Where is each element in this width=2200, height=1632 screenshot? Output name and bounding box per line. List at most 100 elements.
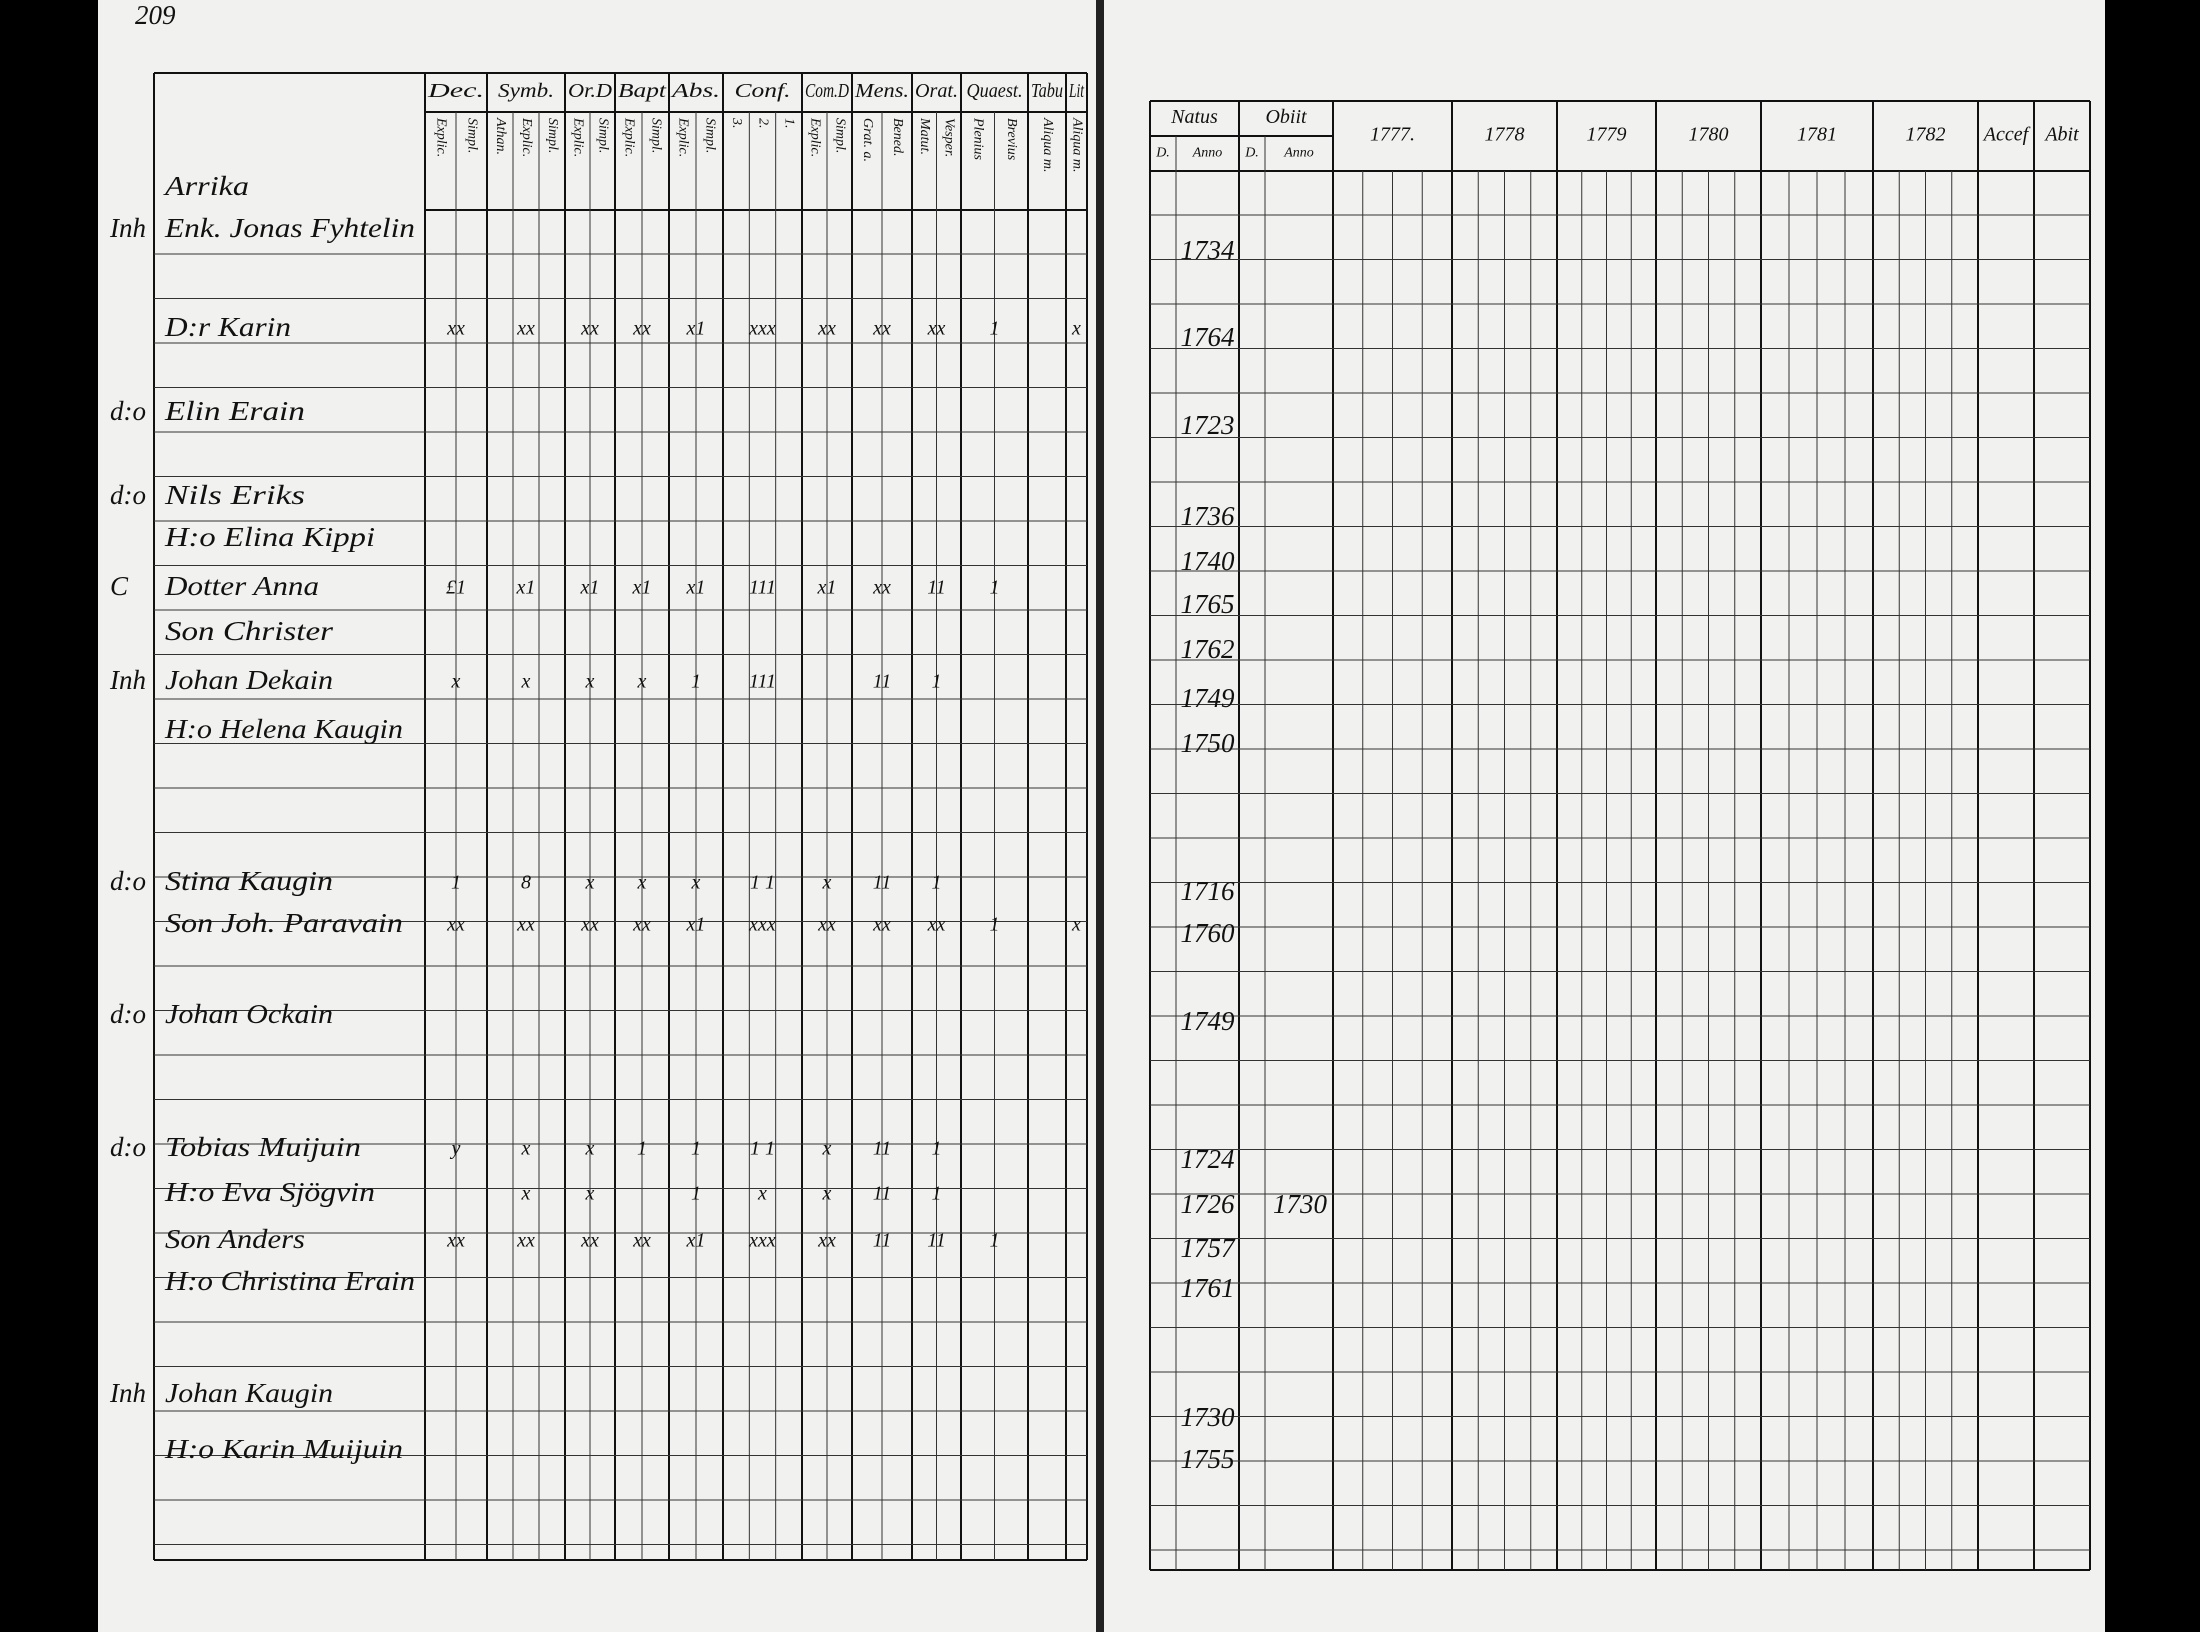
exam-mark: 1 xyxy=(691,1183,701,1205)
column-subtitle: 1. xyxy=(782,118,797,129)
column-title: 1780 xyxy=(1689,124,1729,146)
exam-mark: xxx xyxy=(748,318,776,340)
column-title: Tabu xyxy=(1031,80,1063,102)
column-title: Conf. xyxy=(735,80,791,102)
column-subtitle: 3. xyxy=(729,117,744,129)
column-subtitle: Simpl. xyxy=(832,118,847,153)
exam-mark: x xyxy=(637,872,647,894)
exam-mark: xx xyxy=(817,318,836,340)
exam-mark: x xyxy=(585,1183,595,1205)
gutter xyxy=(1096,0,1104,1632)
person-name: Arrika xyxy=(163,171,249,201)
column-title: Com.D xyxy=(805,80,849,102)
column-subtitle: Bened. xyxy=(890,118,905,156)
column-subtitle: Vesper. xyxy=(942,118,957,157)
exam-mark: x xyxy=(585,1138,595,1160)
row-prefix: C xyxy=(110,571,129,601)
row-prefix: Inh xyxy=(109,1378,146,1408)
column-subtitle: Brevius xyxy=(1004,118,1019,161)
birth-year: 1761 xyxy=(1181,1273,1235,1303)
column-subtitle: Simpl. xyxy=(648,118,663,153)
column-title: Dec. xyxy=(426,80,484,102)
birth-year: 1726 xyxy=(1181,1189,1236,1219)
column-subtitle: Grat. a. xyxy=(860,118,875,162)
person-name: Enk. Jonas Fyhtelin xyxy=(164,213,415,243)
person-name: H:o Eva Sjögvin xyxy=(164,1177,375,1207)
person-name: Son Anders xyxy=(165,1224,305,1254)
exam-mark: y xyxy=(450,1138,461,1160)
birth-year: 1755 xyxy=(1181,1444,1235,1474)
exam-mark: xxx xyxy=(748,1230,776,1252)
exam-mark: x xyxy=(822,1138,832,1160)
exam-mark: 1 xyxy=(691,1138,701,1160)
row-prefix: d:o xyxy=(110,396,146,426)
exam-mark: 1 xyxy=(451,872,461,894)
exam-mark: x xyxy=(822,872,832,894)
exam-mark: xx xyxy=(817,914,836,936)
column-title: Quaest. xyxy=(967,80,1023,102)
exam-mark: xx xyxy=(927,318,946,340)
exam-mark: 111 xyxy=(749,577,776,599)
row-prefix: d:o xyxy=(110,866,146,896)
exam-mark: 11 xyxy=(873,1183,892,1205)
exam-mark: x1 xyxy=(686,1230,706,1252)
birth-year: 1750 xyxy=(1181,728,1236,758)
exam-mark: xx xyxy=(446,318,465,340)
exam-mark: x1 xyxy=(686,577,706,599)
exam-mark: xx xyxy=(516,1230,535,1252)
person-name: H:o Helena Kaugin xyxy=(164,714,403,744)
exam-mark: xx xyxy=(632,1230,651,1252)
person-name: Son Joh. Paravain xyxy=(165,908,403,938)
exam-mark: x xyxy=(521,1183,531,1205)
page-number: 209 xyxy=(135,0,176,30)
birth-year: 1765 xyxy=(1181,589,1235,619)
person-name: H:o Christina Erain xyxy=(164,1266,415,1296)
exam-mark: 1 xyxy=(990,1230,1000,1252)
exam-mark: x1 xyxy=(817,577,837,599)
exam-mark: 1 xyxy=(932,1138,942,1160)
exam-mark: 1 xyxy=(990,914,1000,936)
exam-mark: 111 xyxy=(749,671,776,693)
birth-year: 1740 xyxy=(1181,546,1236,576)
person-name: Nils Eriks xyxy=(164,480,305,510)
column-title: Obiit xyxy=(1265,106,1307,128)
exam-mark: 11 xyxy=(927,577,946,599)
column-subtitle: Explic. xyxy=(621,117,636,157)
birth-year: 1764 xyxy=(1181,322,1235,352)
exam-mark: x xyxy=(521,1138,531,1160)
exam-mark: x xyxy=(585,671,595,693)
exam-mark: 1 xyxy=(637,1138,647,1160)
exam-mark: x xyxy=(637,671,647,693)
column-title: Bapt xyxy=(618,80,667,102)
exam-mark: xx xyxy=(872,914,891,936)
exam-mark: xx xyxy=(927,914,946,936)
column-subtitle: Anno xyxy=(1283,146,1314,161)
person-name: Tobias Muijuin xyxy=(165,1132,361,1162)
exam-mark: 11 xyxy=(873,872,892,894)
exam-mark: x xyxy=(757,1183,767,1205)
birth-year: 1749 xyxy=(1181,1006,1236,1036)
birth-year: 1757 xyxy=(1181,1233,1237,1263)
column-title: Natus xyxy=(1170,106,1218,128)
exam-mark: x xyxy=(1071,318,1081,340)
column-subtitle: Aliqua m. xyxy=(1040,117,1055,172)
birth-year: 1760 xyxy=(1181,918,1236,948)
column-title: 1781 xyxy=(1797,124,1837,146)
person-name: H:o Elina Kippi xyxy=(164,522,375,552)
person-name: Dotter Anna xyxy=(164,571,319,601)
row-prefix: d:o xyxy=(110,480,146,510)
row-prefix: Inh xyxy=(109,665,146,695)
column-subtitle: Explic. xyxy=(570,117,585,157)
exam-mark: xx xyxy=(516,318,535,340)
exam-mark: 1 xyxy=(691,671,701,693)
column-subtitle: D. xyxy=(1155,146,1170,161)
exam-mark: x xyxy=(521,671,531,693)
birth-year: 1724 xyxy=(1181,1144,1235,1174)
birth-year: 1730 xyxy=(1181,1402,1236,1432)
column-subtitle: Simpl. xyxy=(702,118,717,153)
exam-mark: x xyxy=(691,872,701,894)
column-title: 1779 xyxy=(1587,124,1627,146)
exam-mark: xx xyxy=(580,1230,599,1252)
column-title: Symb. xyxy=(498,80,554,102)
